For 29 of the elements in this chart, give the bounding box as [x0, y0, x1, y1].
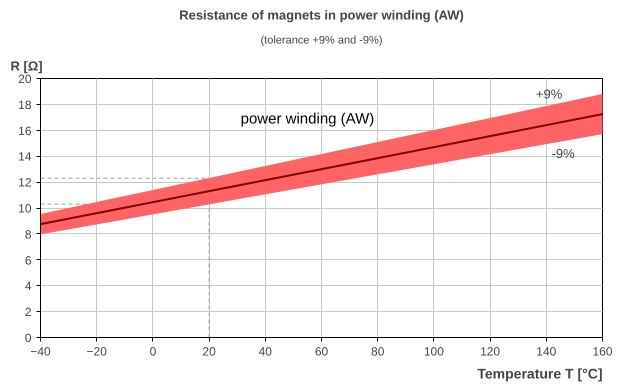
- chart-title: Resistance of magnets in power winding (AW): [179, 8, 464, 22]
- x-tick-label: −20: [86, 344, 108, 358]
- y-tick-label: 2: [24, 305, 32, 320]
- text: power winding (AW): [240, 110, 374, 128]
- y-tick-label: 18: [18, 98, 32, 112]
- x-axis-title: Temperature T [°C]: [477, 366, 603, 382]
- x-tick-label: 160: [592, 344, 613, 358]
- y-tick-label: 4: [24, 279, 32, 294]
- x-tick-label: 40: [258, 344, 272, 358]
- y-tick-label: 20: [18, 72, 32, 86]
- x-tick-label: 140: [536, 344, 557, 358]
- y-tick-label: 10: [18, 202, 32, 216]
- x-tick-label: −40: [30, 344, 52, 358]
- x-tick-label: 80: [371, 344, 385, 358]
- x-tick-label: 60: [314, 344, 328, 358]
- y-tick-label: 0: [24, 331, 32, 345]
- y-tick-label: 16: [18, 124, 32, 138]
- y-tick-label: 12: [18, 176, 32, 190]
- y-tick-label: 14: [18, 150, 32, 164]
- x-tick-label: 20: [202, 344, 216, 358]
- chart-subtitle: (tolerance +9% and -9%): [260, 34, 382, 46]
- annotation: -9%: [552, 146, 576, 161]
- y-tick-label: 6: [24, 253, 32, 268]
- x-tick-label: 120: [480, 344, 500, 358]
- x-tick-label: 0: [150, 344, 157, 358]
- x-tick-label: 100: [424, 344, 444, 358]
- annotation: +9%: [536, 86, 563, 102]
- y-tick-label: 8: [24, 227, 32, 242]
- y-axis-title: R [Ω]: [10, 58, 43, 74]
